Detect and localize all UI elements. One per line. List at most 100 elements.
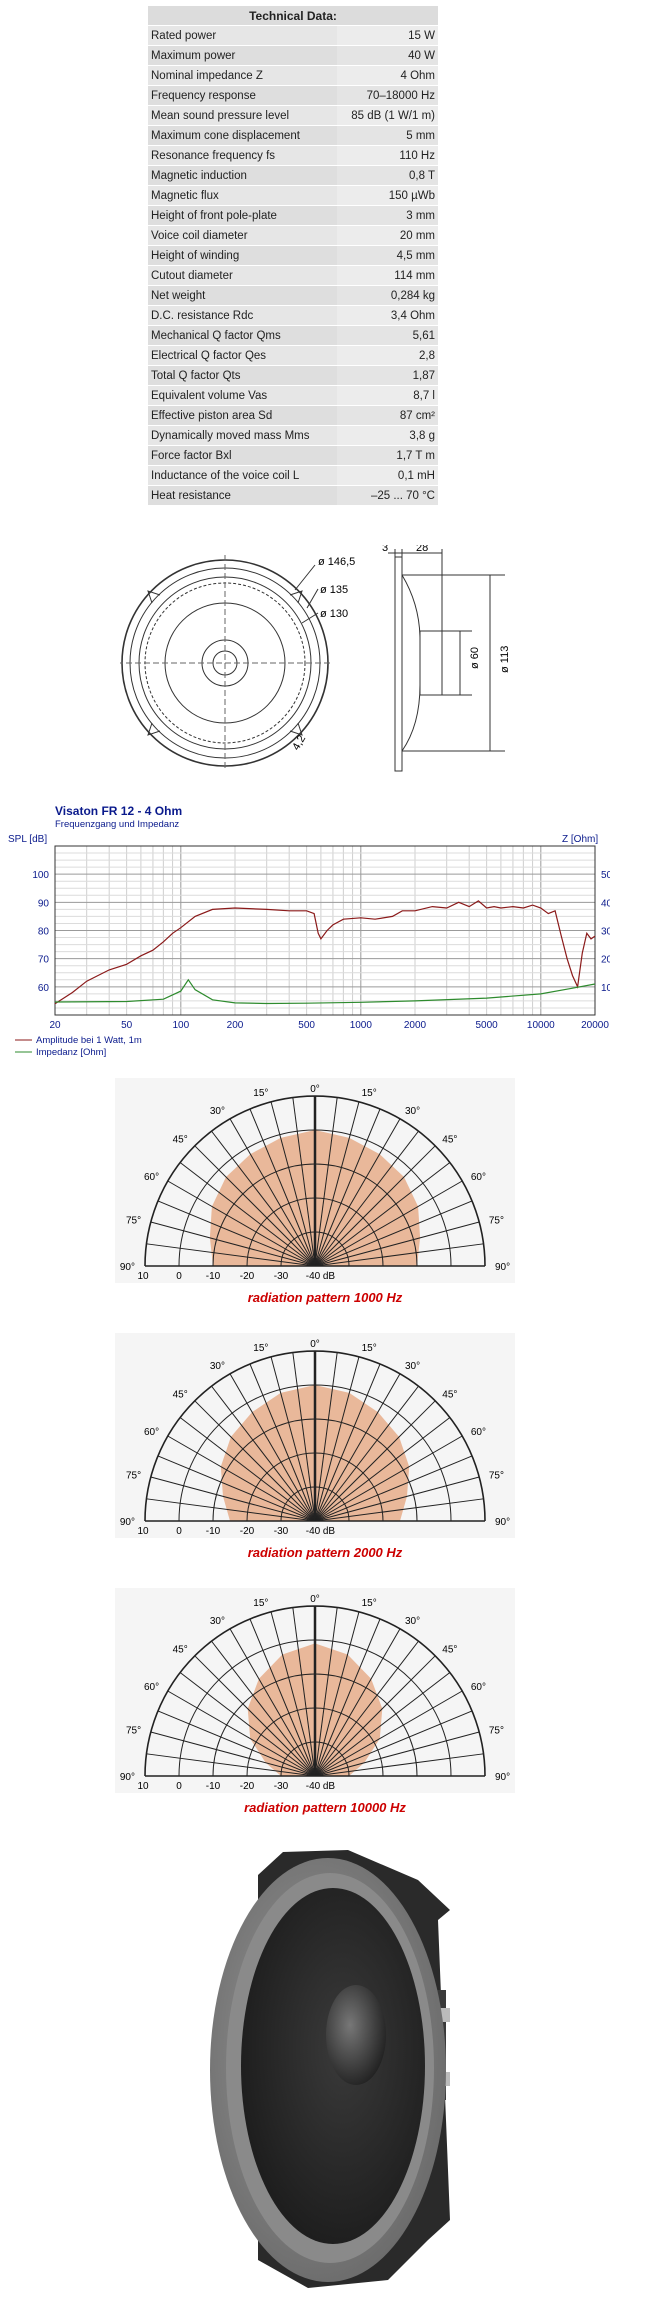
table-row: Magnetic flux 150 µWb bbox=[148, 185, 438, 206]
spec-value: 3,4 Ohm bbox=[337, 305, 438, 326]
legend-amplitude: Amplitude bei 1 Watt, 1m bbox=[36, 1035, 142, 1046]
angle-label: 15° bbox=[362, 1598, 377, 1609]
polar-spoke bbox=[314, 1498, 484, 1522]
angle-label: 30° bbox=[405, 1361, 420, 1372]
polar-spoke bbox=[150, 1221, 316, 1267]
polar-spoke bbox=[314, 1628, 401, 1777]
polar-spoke bbox=[314, 1753, 484, 1777]
radius-tick-label: -30 bbox=[274, 1526, 289, 1537]
radius-tick-label: 0 bbox=[176, 1526, 182, 1537]
chart-subtitle: Frequenzgang und Impedanz bbox=[55, 819, 179, 830]
polar-spoke bbox=[314, 1180, 463, 1267]
radius-tick-label: -40 bbox=[306, 1781, 321, 1792]
y-axis-label: SPL [dB] bbox=[8, 834, 47, 845]
y2-tick-label: 50 bbox=[601, 870, 610, 881]
spec-value: 15 W bbox=[337, 25, 438, 46]
x-tick-label: 100 bbox=[172, 1020, 189, 1031]
table-row: Inductance of the voice coil L 0,1 mH bbox=[148, 465, 438, 486]
polar-spoke bbox=[314, 1097, 338, 1267]
x-tick-label: 1000 bbox=[350, 1020, 373, 1031]
speaker-photo bbox=[188, 1840, 463, 2295]
polar-caption-1000hz: radiation pattern 1000 Hz bbox=[247, 1290, 403, 1305]
radius-tick-label: -20 bbox=[240, 1526, 255, 1537]
polar-spoke bbox=[314, 1101, 360, 1267]
spec-label: Net weight bbox=[148, 285, 337, 306]
polar-spoke bbox=[314, 1618, 381, 1777]
angle-label: 0° bbox=[310, 1339, 320, 1350]
angle-label: 90° bbox=[120, 1262, 135, 1273]
impedance-line bbox=[54, 978, 596, 1005]
polar-spoke bbox=[314, 1476, 480, 1522]
x-tick-label: 10000 bbox=[527, 1020, 555, 1031]
angle-label: 0° bbox=[310, 1594, 320, 1605]
polar-spoke bbox=[194, 1655, 316, 1777]
plot-frame bbox=[54, 845, 596, 1016]
polar-spoke bbox=[314, 1221, 480, 1267]
angle-label: 45° bbox=[442, 1135, 457, 1146]
polar-spoke bbox=[146, 1753, 316, 1777]
radius-tick-label: 10 bbox=[137, 1526, 149, 1537]
dim-cone-diameter: ø 130 bbox=[320, 608, 348, 620]
polar-spoke bbox=[314, 1455, 473, 1522]
radius-tick-label: -40 bbox=[306, 1271, 321, 1282]
spec-label: Effective piston area Sd bbox=[148, 405, 337, 426]
polar-spoke bbox=[270, 1101, 316, 1267]
radius-tick-label: 0 bbox=[176, 1781, 182, 1792]
angle-label: 60° bbox=[471, 1682, 486, 1693]
radius-tick-label: dB bbox=[323, 1526, 336, 1537]
angle-label: 45° bbox=[442, 1645, 457, 1656]
spec-value: 150 µWb bbox=[337, 185, 438, 206]
radius-tick-label: dB bbox=[323, 1271, 336, 1282]
x-tick-label: 500 bbox=[298, 1020, 315, 1031]
polar-spoke bbox=[314, 1672, 451, 1777]
table-row: Frequency response 70–18000 Hz bbox=[148, 85, 438, 106]
angle-label: 90° bbox=[495, 1262, 510, 1273]
radius-tick-label: -10 bbox=[206, 1526, 221, 1537]
spec-label: Equivalent volume Vas bbox=[148, 385, 337, 406]
table-row: Height of winding 4,5 mm bbox=[148, 245, 438, 266]
y-tick-label: 100 bbox=[32, 870, 49, 881]
radius-tick-label: -30 bbox=[274, 1271, 289, 1282]
polar-spoke bbox=[314, 1400, 436, 1522]
angle-label: 90° bbox=[495, 1517, 510, 1528]
spec-value: 0,284 kg bbox=[337, 285, 438, 306]
polar-spoke bbox=[179, 1672, 316, 1777]
y-tick-label: 90 bbox=[38, 898, 50, 909]
polar-spoke bbox=[249, 1363, 316, 1522]
polar-spoke bbox=[194, 1145, 316, 1267]
polar-spoke bbox=[249, 1108, 316, 1267]
polar-spoke bbox=[314, 1118, 401, 1267]
angle-label: 60° bbox=[144, 1172, 159, 1183]
polar-spoke bbox=[292, 1352, 316, 1522]
table-row: Mean sound pressure level 85 dB (1 W/1 m) bbox=[148, 105, 438, 126]
spec-value: 87 cm² bbox=[337, 405, 438, 426]
legend-impedance: Impedanz [Ohm] bbox=[36, 1047, 106, 1058]
dim-flange-thickness: 3 bbox=[382, 545, 388, 554]
angle-label: 15° bbox=[253, 1343, 268, 1354]
spec-value: 114 mm bbox=[337, 265, 438, 286]
angle-label: 75° bbox=[489, 1470, 504, 1481]
technical-drawing: ø 146,5 ø 135 ø 130 4,2 3 28 ø 60 ø 113 bbox=[120, 545, 511, 772]
polar-caption-10000hz: radiation pattern 10000 Hz bbox=[244, 1800, 406, 1815]
angle-label: 30° bbox=[405, 1106, 420, 1117]
polar-spoke bbox=[157, 1455, 316, 1522]
spec-value: 3 mm bbox=[337, 205, 438, 226]
spec-value: 85 dB (1 W/1 m) bbox=[337, 105, 438, 126]
angle-label: 60° bbox=[471, 1427, 486, 1438]
table-row: Maximum cone displacement 5 mm bbox=[148, 125, 438, 146]
spec-label: Dynamically moved mass Mms bbox=[148, 425, 337, 446]
polar-spoke bbox=[314, 1130, 419, 1267]
angle-label: 90° bbox=[120, 1517, 135, 1528]
angle-label: 45° bbox=[173, 1135, 188, 1146]
table-row: Equivalent volume Vas 8,7 l bbox=[148, 385, 438, 406]
table-row: Effective piston area Sd 87 cm² bbox=[148, 405, 438, 426]
polar-spoke bbox=[314, 1731, 480, 1777]
dim-basket-diameter: ø 113 bbox=[499, 646, 511, 673]
spec-value: 70–18000 Hz bbox=[337, 85, 438, 106]
y-tick-label: 60 bbox=[38, 983, 50, 994]
table-row: D.C. resistance Rdc 3,4 Ohm bbox=[148, 305, 438, 326]
spec-value: 20 mm bbox=[337, 225, 438, 246]
table-row: Force factor Bxl 1,7 T m bbox=[148, 445, 438, 466]
polar-spoke bbox=[292, 1097, 316, 1267]
table-row: Total Q factor Qts 1,87 bbox=[148, 365, 438, 386]
